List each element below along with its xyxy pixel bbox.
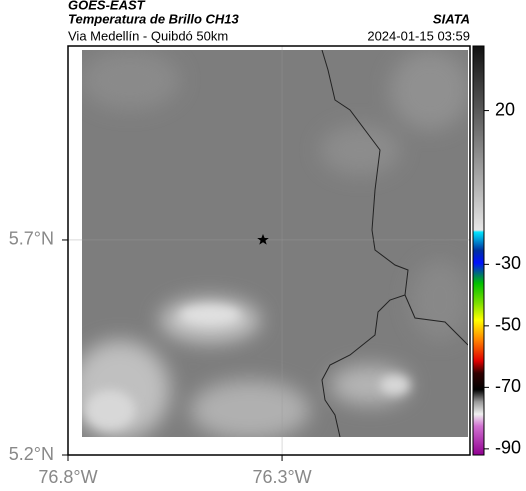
colorbar-tick-label: -50: [495, 315, 521, 335]
x-tick-label: 76.8°W: [38, 467, 97, 487]
colorbar-tick-label: 20: [495, 99, 515, 119]
y-tick-label: 5.7°N: [9, 229, 54, 249]
colorbar-tick-label: -70: [495, 376, 521, 396]
colorbar-tick-label: -90: [495, 438, 521, 458]
x-tick-label: 76.3°W: [252, 467, 311, 487]
satellite-image: [82, 50, 468, 437]
source-title: GOES-EAST: [68, 0, 146, 12]
agency-label: SIATA: [433, 11, 470, 26]
map-frame: [67, 45, 471, 456]
location-marker: [257, 234, 269, 245]
region-label: Via Medellín - Quibdó 50km: [68, 28, 228, 43]
colorbar: [472, 45, 485, 456]
datetime-label: 2024-01-15 03:59: [367, 28, 470, 43]
product-title: Temperatura de Brillo CH13: [68, 11, 240, 26]
y-tick-label: 5.2°N: [9, 444, 54, 464]
colorbar-tick-label: -30: [495, 253, 521, 273]
